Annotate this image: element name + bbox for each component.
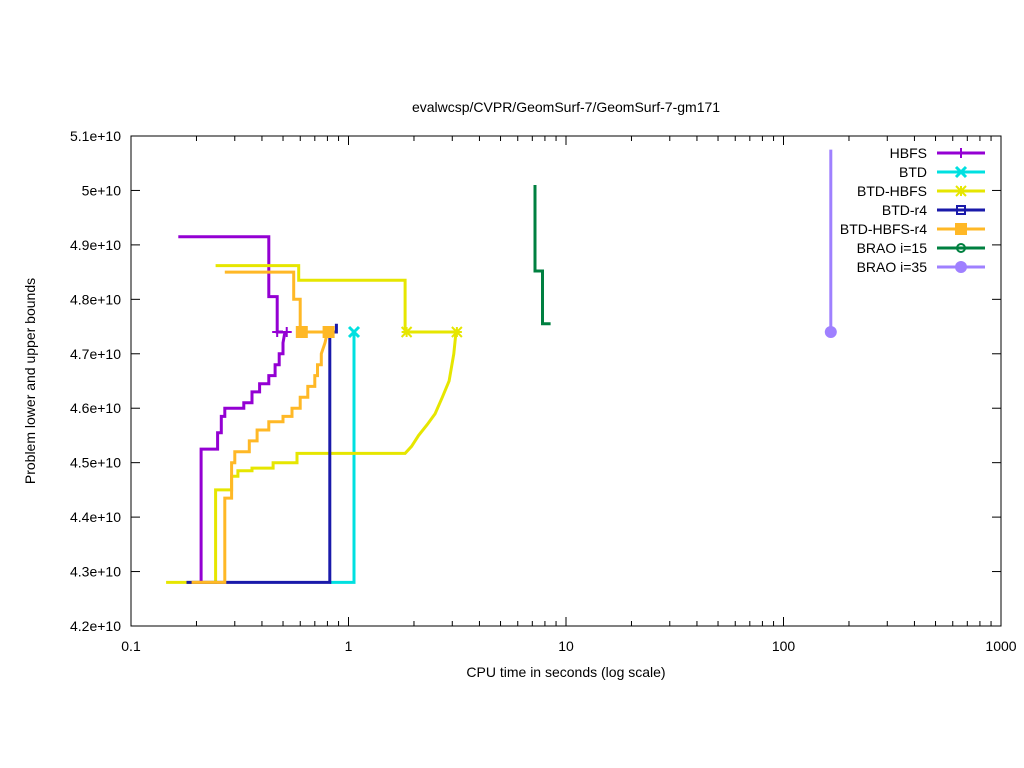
legend-marker: [955, 261, 967, 273]
btd-hbfs-lower-bound-line: [166, 331, 458, 584]
btd-hbfs-r4-point: [295, 326, 308, 338]
x-axis-label: CPU time in seconds (log scale): [466, 664, 665, 680]
legend-item-brao-i-35: BRAO i=35: [857, 259, 985, 275]
x-tick-label: 100: [772, 638, 796, 654]
y-tick-label: 4.9e+10: [70, 237, 121, 253]
x-tick-label: 0.1: [121, 638, 141, 654]
btd-hbfs-point: [400, 326, 413, 338]
legend-label: BRAO i=35: [857, 259, 928, 275]
legend: HBFS BTD BTD-HBFS BTD-r4 BTD-HBFS-r4 BRAO i=1…: [840, 145, 985, 275]
y-tick-label: 4.5e+10: [70, 455, 121, 471]
legend-marker: [956, 205, 966, 215]
legend-label: BRAO i=15: [857, 240, 928, 256]
x-tick-label: 1000: [985, 638, 1016, 654]
hbfs-lower-bound-line: [199, 331, 287, 583]
series-brao-i-35: [824, 149, 837, 338]
y-tick-label: 4.4e+10: [70, 509, 121, 525]
y-tick-label: 4.7e+10: [70, 346, 121, 362]
btd-r4-lower-bound-line: [186, 332, 332, 584]
legend-marker: [956, 243, 966, 253]
btd-hbfs-upper-bound-line: [215, 264, 456, 334]
btd-point: [347, 325, 361, 339]
brao-i-35-point: [824, 326, 837, 338]
y-tick-label: 5.1e+10: [70, 128, 121, 144]
legend-item-btd: BTD: [899, 164, 985, 180]
legend-item-btd-hbfs: BTD-HBFS: [857, 183, 985, 199]
series-layer: [166, 149, 837, 584]
btd-hbfs-point: [451, 326, 463, 338]
legend-item-brao-i-15: BRAO i=15: [857, 240, 985, 256]
chart-title: evalwcsp/CVPR/GeomSurf-7/GeomSurf-7-gm17…: [412, 99, 720, 115]
btd-hbfs-r4-point: [322, 326, 335, 338]
legend-item-hbfs: HBFS: [890, 145, 985, 161]
series-brao-i-15: [533, 185, 551, 326]
brao-i-15-upper-bound-line: [533, 185, 551, 326]
legend-label: BTD-HBFS-r4: [840, 221, 927, 237]
y-tick-label: 4.3e+10: [70, 564, 121, 580]
legend-marker: [954, 165, 968, 179]
series-hbfs: [178, 235, 292, 583]
legend-marker: [955, 223, 967, 235]
y-tick-label: 4.8e+10: [70, 291, 121, 307]
hbfs-point: [281, 327, 292, 337]
y-tick-label: 4.6e+10: [70, 400, 121, 416]
x-tick-label: 10: [558, 638, 574, 654]
y-axis: 4.2e+10 4.3e+10 4.4e+10 4.5e+10 4.6e+10 4.7e+…: [70, 128, 1001, 634]
y-tick-label: 4.2e+10: [70, 618, 121, 634]
series-btd-hbfs-r4: [191, 270, 335, 584]
legend-item-btd-hbfs-r4: BTD-HBFS-r4: [840, 221, 985, 237]
x-tick-label: 1: [345, 638, 353, 654]
plot-frame: [130, 135, 1002, 627]
legend-label: BTD-HBFS: [857, 183, 927, 199]
btd-hbfs-r4-lower-bound-line: [191, 331, 329, 584]
legend-marker: [956, 148, 966, 158]
hbfs-point: [272, 327, 283, 337]
hbfs-upper-bound-line: [178, 235, 283, 334]
legend-marker: [955, 185, 967, 197]
x-axis: 0.1 1 10 100 1000: [121, 136, 1017, 654]
series-btd-hbfs: [166, 264, 463, 584]
legend-label: BTD-r4: [882, 202, 927, 218]
y-axis-label: Problem lower and upper bounds: [22, 278, 38, 484]
series-btd: [329, 325, 361, 584]
btd-lower-bound-line: [329, 332, 356, 584]
legend-label: BTD: [899, 164, 927, 180]
y-tick-label: 5e+10: [82, 182, 122, 198]
legend-item-btd-r4: BTD-r4: [882, 202, 985, 218]
legend-label: HBFS: [890, 145, 927, 161]
